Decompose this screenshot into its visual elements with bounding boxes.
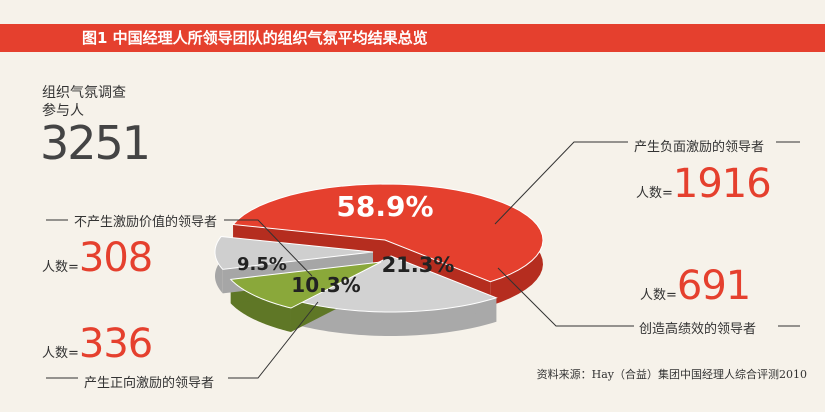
slice-no_value — [214, 235, 374, 270]
count-value: 691 — [676, 263, 751, 309]
group-label-positive: 产生正向激励的领导者 — [84, 376, 215, 391]
slice-high_performance — [299, 255, 498, 313]
count-prefix: 人数= — [42, 346, 79, 361]
count-prefix: 人数= — [636, 186, 673, 201]
slice-side-high_performance — [300, 297, 497, 336]
percent-label-positive: 10.3% — [291, 273, 360, 297]
leader-positive — [228, 301, 319, 379]
title-banner: 图1 中国经理人所领导团队的组织气氛平均结果总览 — [0, 0, 825, 56]
percent-labels: 58.9% 21.3% 10.3%9.5% — [237, 190, 454, 297]
count-prefix: 人数= — [42, 260, 79, 275]
percent-label-no_value: 9.5% — [237, 254, 287, 275]
group-count-high-performance: 人数=691 — [640, 263, 751, 309]
survey-label-line1: 组织气氛调查 — [42, 85, 126, 101]
survey-count: 3251 — [40, 116, 151, 170]
survey-label-line2: 参与人 — [42, 103, 84, 119]
slice-negative — [232, 183, 544, 283]
count-value: 308 — [78, 235, 153, 281]
group-count-positive: 人数=336 — [42, 321, 153, 367]
survey-label: 组织气氛调查 参与人 — [42, 84, 126, 120]
group-count-no-value: 人数=308 — [42, 235, 153, 281]
count-value: 336 — [78, 321, 153, 367]
group-label-high-performance: 创造高绩效的领导者 — [639, 322, 757, 337]
leader-high-performance — [497, 267, 634, 327]
title-bar — [0, 24, 825, 52]
group-label-no-value: 不产生激励价值的领导者 — [74, 215, 218, 230]
percent-label-negative: 58.9% — [336, 190, 433, 223]
figure-title: 图1 中国经理人所领导团队的组织气氛平均结果总览 — [82, 29, 428, 47]
group-label-negative: 产生负面激励的领导者 — [634, 140, 765, 155]
source-note: 资料来源：Hay（合益）集团中国经理人综合评测2010 — [536, 368, 807, 381]
pie-slices — [214, 183, 544, 336]
group-count-negative: 人数=1916 — [636, 161, 772, 207]
count-value: 1916 — [672, 161, 772, 207]
slice-positive — [229, 261, 382, 309]
leader-lines — [46, 141, 800, 379]
leader-no-value — [224, 219, 313, 277]
leader-negative — [494, 141, 628, 225]
percent-label-high_performance: 21.3% — [382, 253, 455, 277]
count-prefix: 人数= — [640, 288, 677, 303]
